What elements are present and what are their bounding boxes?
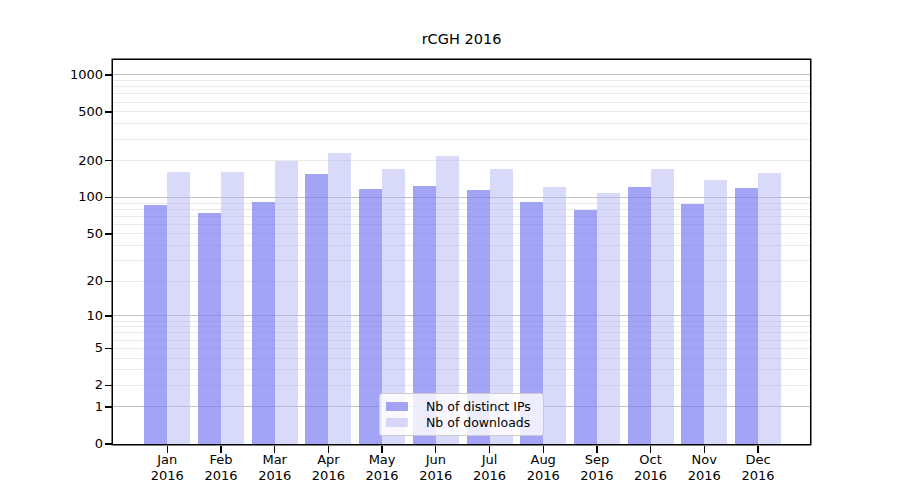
bar-ips-jan <box>144 205 167 444</box>
bar-downloads-apr <box>328 153 351 444</box>
bar-downloads-dec <box>758 173 781 444</box>
gridline-minor <box>113 123 810 124</box>
y-tick-label: 10 <box>30 308 103 324</box>
y-tick <box>105 74 113 75</box>
bar-downloads-jan <box>167 172 190 444</box>
y-tick-label: 2 <box>30 377 103 393</box>
figure: rCGH 2016 01251020501002005001000Jan 201… <box>0 0 900 500</box>
y-tick-label: 200 <box>30 153 103 169</box>
bar-ips-oct <box>628 187 651 444</box>
y-tick-label: 1 <box>30 399 103 415</box>
gridline-minor <box>113 93 810 94</box>
y-tick <box>105 443 113 444</box>
gridline-minor <box>113 86 810 87</box>
y-tick-label: 50 <box>30 226 103 242</box>
legend-item-distinct-ips: Nb of distinct IPs <box>386 399 535 414</box>
y-tick-label: 1000 <box>30 67 103 83</box>
y-tick <box>105 385 113 386</box>
bar-ips-apr <box>305 174 328 444</box>
legend-label-distinct-ips: Nb of distinct IPs <box>426 399 531 414</box>
bar-downloads-feb <box>221 172 244 444</box>
y-tick <box>105 160 113 161</box>
bar-downloads-sep <box>597 193 620 444</box>
bar-ips-nov <box>681 204 704 444</box>
bar-ips-dec <box>735 188 758 444</box>
bar-ips-mar <box>252 202 275 444</box>
gridline-minor <box>113 111 810 112</box>
plot-area <box>113 60 810 444</box>
bar-downloads-oct <box>651 169 674 444</box>
bar-downloads-aug <box>543 187 566 444</box>
gridline-minor <box>113 139 810 140</box>
y-tick <box>105 233 113 234</box>
y-tick <box>105 281 113 282</box>
chart-title: rCGH 2016 <box>113 31 810 47</box>
y-tick <box>105 197 113 198</box>
gridline-minor <box>113 160 810 161</box>
x-tick-label: Dec 2016 <box>726 452 790 483</box>
bar-downloads-nov <box>704 180 727 444</box>
legend: Nb of distinct IPs Nb of downloads <box>379 393 544 436</box>
y-tick <box>105 406 113 407</box>
y-tick-label: 0 <box>30 436 103 452</box>
gridline-minor <box>113 80 810 81</box>
legend-label-downloads: Nb of downloads <box>426 415 530 430</box>
y-tick <box>105 348 113 349</box>
legend-item-downloads: Nb of downloads <box>386 415 535 430</box>
y-tick-label: 500 <box>30 104 103 120</box>
y-tick-label: 20 <box>30 273 103 289</box>
y-tick <box>105 315 113 316</box>
y-tick-label: 100 <box>30 189 103 205</box>
legend-swatch-downloads <box>386 418 408 428</box>
y-tick-label: 5 <box>30 340 103 356</box>
gridline-minor <box>113 102 810 103</box>
gridline-major <box>113 74 810 75</box>
bar-ips-feb <box>198 213 221 444</box>
bar-downloads-mar <box>275 161 298 444</box>
y-tick <box>105 111 113 112</box>
bar-ips-sep <box>574 210 597 444</box>
legend-swatch-distinct-ips <box>386 402 408 412</box>
